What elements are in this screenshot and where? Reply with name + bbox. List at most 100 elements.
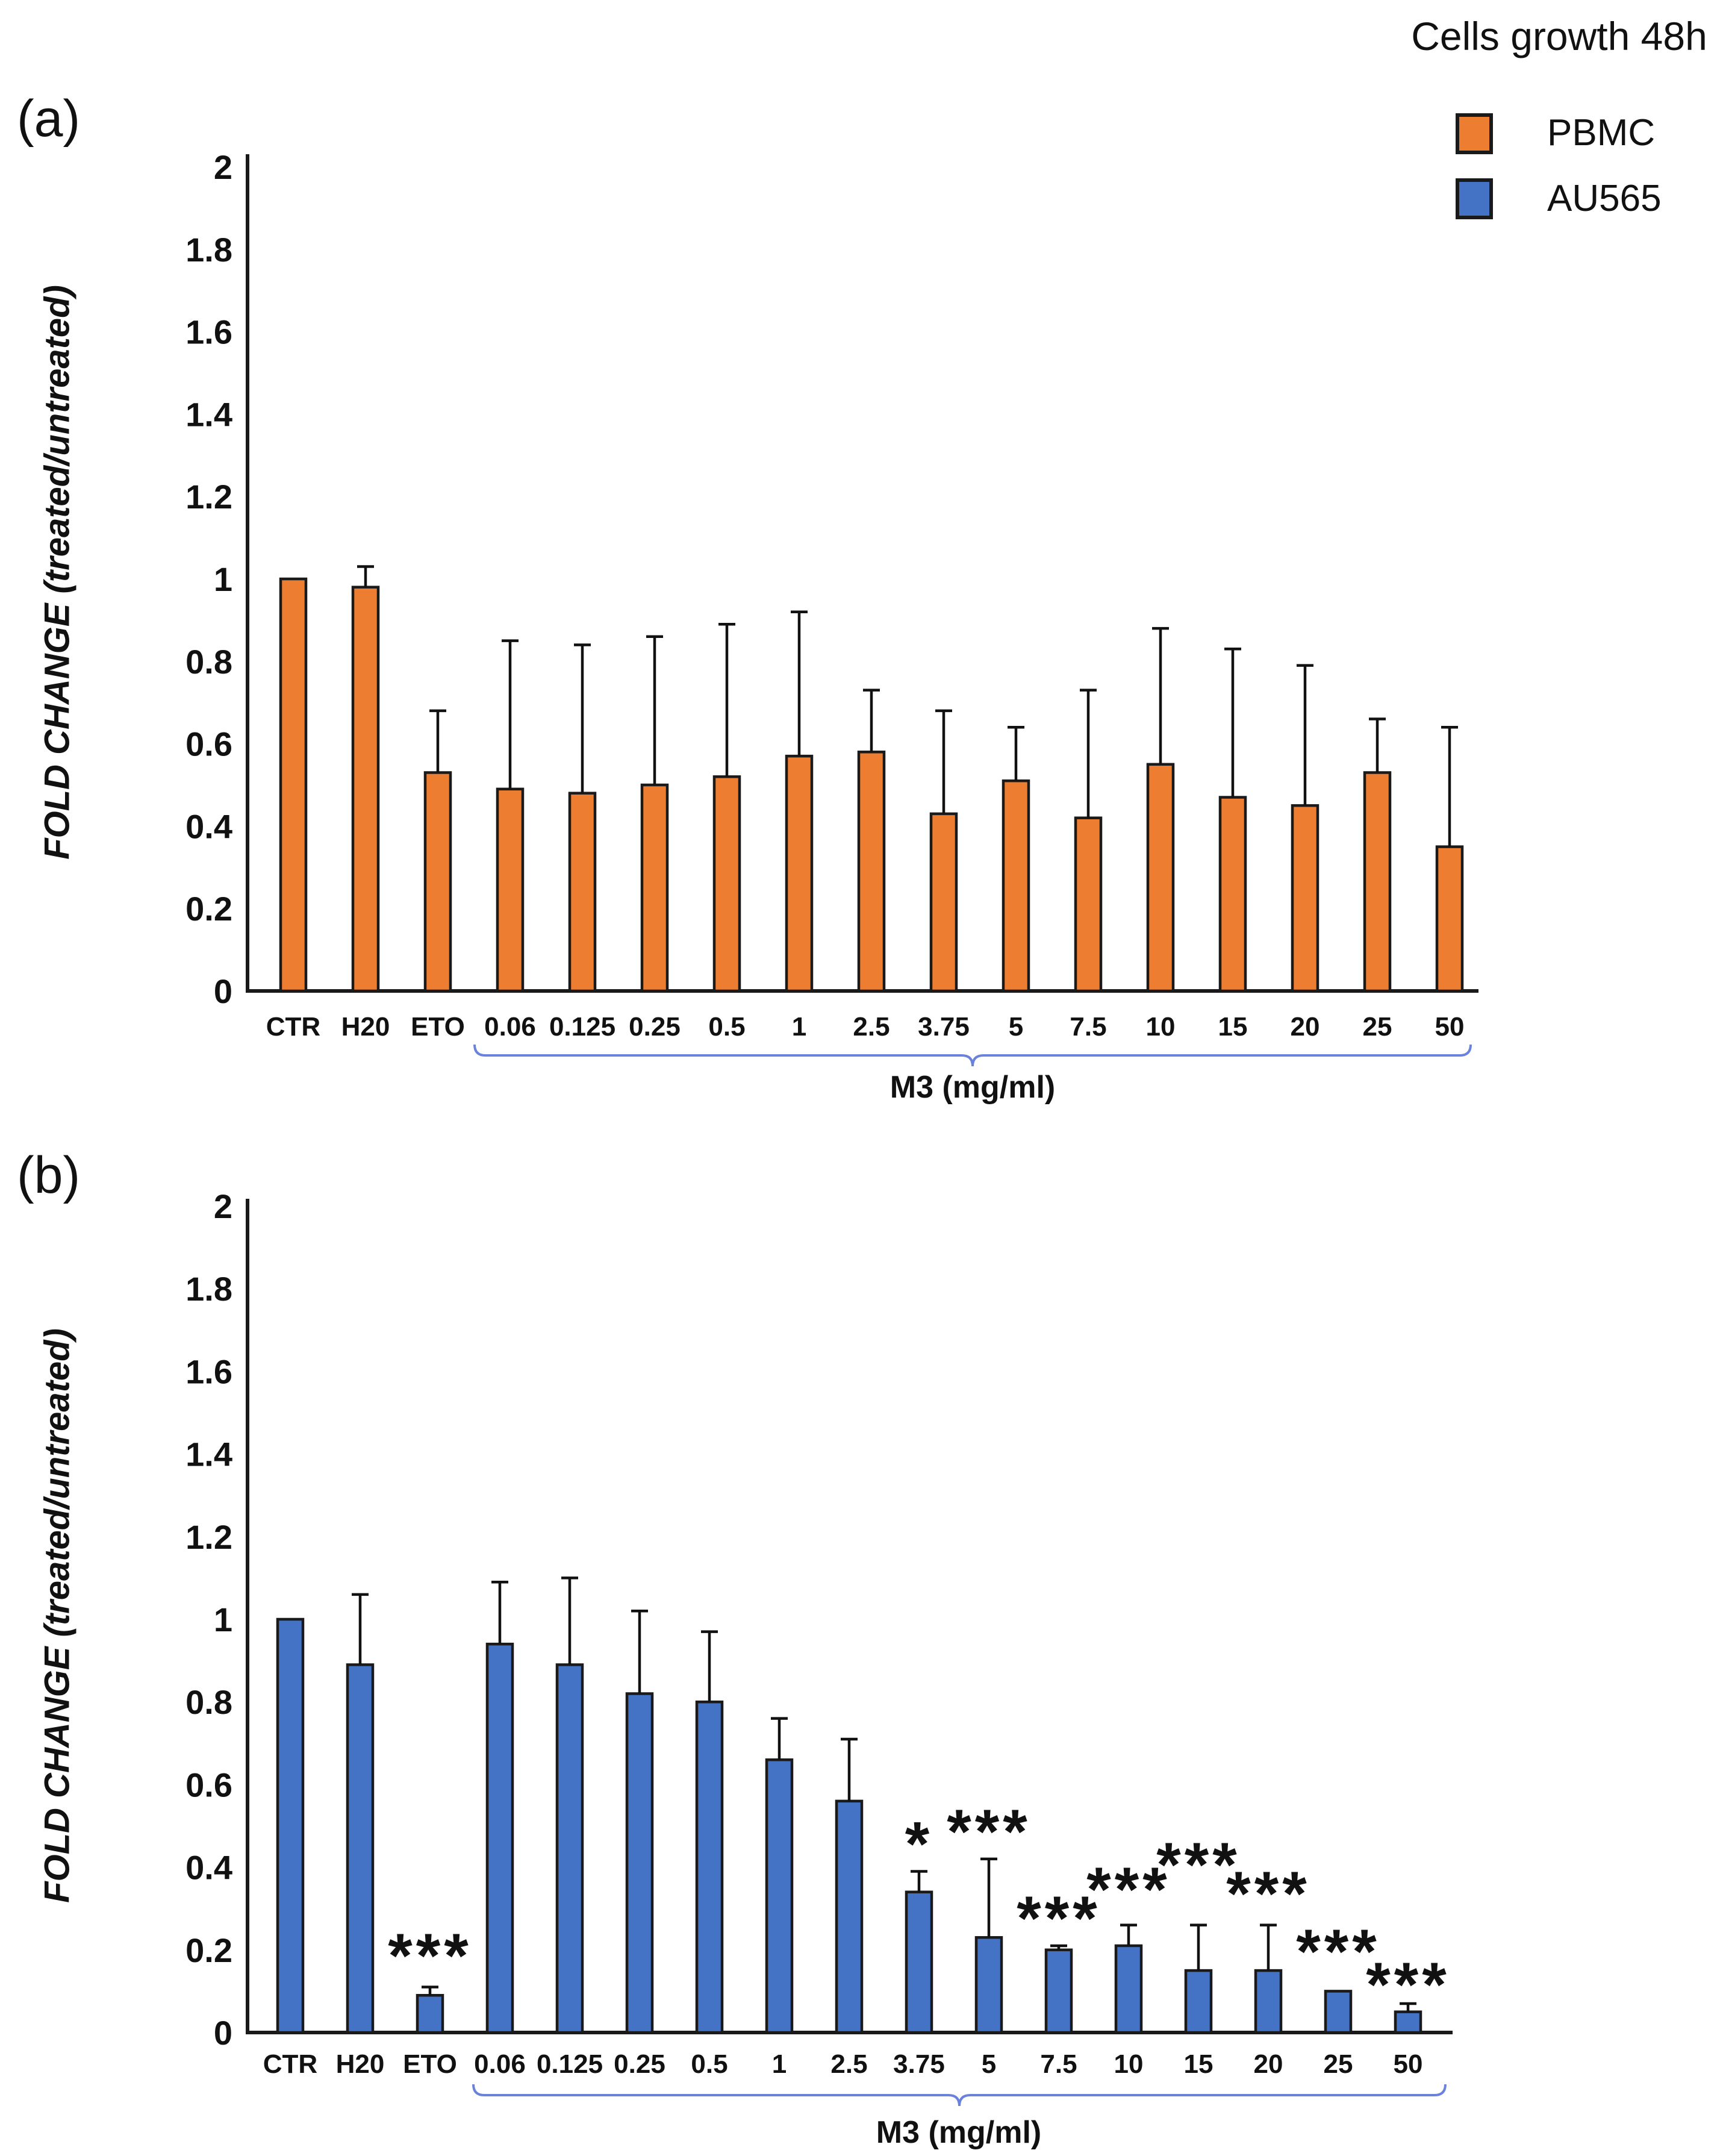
- panel-a-xlabel-0.125: 0.125: [549, 1012, 615, 1042]
- panel-b-significance-20: ***: [1226, 1859, 1310, 1929]
- panel-b-ytick-1.2: 1.2: [185, 1518, 232, 1556]
- panel-a-bar-50: [1435, 845, 1464, 993]
- panel-b-bar-3.75: [905, 1890, 933, 2034]
- panel-b-xlabel-2.5: 2.5: [830, 2049, 867, 2079]
- panel-b-significance-ETO: ***: [388, 1921, 472, 1991]
- panel-a-xlabel-20: 20: [1291, 1012, 1320, 1042]
- panel-b-ytick-0.6: 0.6: [185, 1766, 232, 1804]
- panel-b-significance-25: ***: [1296, 1917, 1380, 1987]
- panel-b-bar-2.5: [835, 1799, 864, 2034]
- panel-a-xlabel-0.25: 0.25: [629, 1012, 681, 1042]
- panel-b-group-bracket: [472, 2084, 1447, 2107]
- panel-b-group-label: M3 (mg/ml): [876, 2115, 1042, 2150]
- panel-b-bar-0.06: [485, 1642, 514, 2034]
- panel-a-group-bracket: [473, 1044, 1472, 1067]
- panel-b-bar-0.25: [625, 1692, 654, 2034]
- panel-a-xlabel-10: 10: [1146, 1012, 1176, 1042]
- panel-a-label: (a): [17, 90, 81, 148]
- panel-a-bar-CTR: [279, 577, 308, 993]
- panel-b-ytick-0: 0: [214, 2014, 232, 2052]
- panel-a-xlabel-5: 5: [1009, 1012, 1023, 1042]
- panel-b-bar-0.5: [695, 1700, 724, 2034]
- panel-b-significance-3.75: *: [905, 1810, 933, 1879]
- panel-a-xlabel-1: 1: [792, 1012, 806, 1042]
- panel-a-bar-15: [1218, 796, 1247, 993]
- panel-b-xlabel-0.25: 0.25: [614, 2049, 665, 2079]
- panel-b-xlabel-0.06: 0.06: [474, 2049, 526, 2079]
- panel-b-significance-7.5: ***: [1017, 1884, 1100, 1954]
- panel-a-bar-10: [1146, 763, 1175, 993]
- panel-b-ytick-2: 2: [214, 1187, 232, 1225]
- panel-b-ytick-1.4: 1.4: [185, 1436, 232, 1473]
- figure-title: Cells growth 48h: [1411, 14, 1707, 58]
- panel-b-xlabel-5: 5: [982, 2049, 996, 2079]
- panel-a-ytick-0: 0: [214, 972, 232, 1010]
- panel-b-significance-5: ***: [947, 1797, 1030, 1867]
- panel-a-axes: [246, 154, 1478, 993]
- panel-a-bar-0.5: [712, 775, 741, 993]
- panel-b-ytick-1.6: 1.6: [185, 1352, 232, 1390]
- panel-a-xlabel-7.5: 7.5: [1070, 1012, 1106, 1042]
- panel-b-bar-CTR: [276, 1617, 305, 2034]
- panel-b-xlabel-0.125: 0.125: [537, 2049, 603, 2079]
- panel-a-xlabel-25: 25: [1363, 1012, 1392, 1042]
- panel-a-ytick-1.6: 1.6: [185, 313, 232, 351]
- panel-a-xlabel-15: 15: [1218, 1012, 1248, 1042]
- legend-pbmc-label: PBMC: [1547, 112, 1656, 154]
- panel-b-xlabel-10: 10: [1114, 2049, 1144, 2079]
- panel-b-bar-0.125: [555, 1663, 584, 2034]
- panel-a-ytick-1.4: 1.4: [185, 395, 232, 433]
- legend-pbmc-swatch-icon: [1456, 113, 1493, 154]
- panel-a-xlabel-0.5: 0.5: [708, 1012, 745, 1042]
- panel-a-bar-2.5: [857, 751, 886, 993]
- panel-b-bar-H20: [346, 1663, 375, 2034]
- panel-b-bar-15: [1184, 1969, 1213, 2034]
- panel-a-xlabel-2.5: 2.5: [853, 1012, 889, 1042]
- panel-b-ytick-1.8: 1.8: [185, 1270, 232, 1308]
- panel-a-ytick-0.2: 0.2: [185, 890, 232, 928]
- panel-b-bar-25: [1324, 1990, 1353, 2034]
- panel-b-xlabel-0.5: 0.5: [691, 2049, 727, 2079]
- panel-b-significance-15: ***: [1156, 1830, 1240, 1900]
- panel-a-xlabel-3.75: 3.75: [918, 1012, 970, 1042]
- panel-a-bar-5: [1002, 779, 1030, 993]
- panel-a-ytick-1.8: 1.8: [185, 231, 232, 269]
- panel-a-bar-25: [1363, 771, 1392, 993]
- panel-b-xlabel-3.75: 3.75: [893, 2049, 945, 2079]
- panel-b-label: (b): [17, 1146, 81, 1204]
- panel-a-xlabel-0.06: 0.06: [484, 1012, 536, 1042]
- panel-a-ytick-0.6: 0.6: [185, 725, 232, 763]
- panel-a-ytick-0.8: 0.8: [185, 643, 232, 681]
- panel-b-xlabel-15: 15: [1184, 2049, 1213, 2079]
- panel-a-bar-20: [1291, 804, 1319, 993]
- panel-b-bar-5: [974, 1936, 1003, 2034]
- panel-b-bar-20: [1254, 1969, 1283, 2034]
- panel-a-xlabel-CTR: CTR: [266, 1012, 320, 1042]
- panel-a-bar-1: [785, 754, 814, 993]
- panel-b-xlabel-1: 1: [772, 2049, 787, 2079]
- panel-a-bar-ETO: [423, 771, 452, 993]
- panel-b-ytick-0.8: 0.8: [185, 1683, 232, 1721]
- panel-b-bar-7.5: [1044, 1948, 1073, 2034]
- panel-b-ytick-1: 1: [214, 1601, 232, 1639]
- panel-a-xlabel-ETO: ETO: [411, 1012, 465, 1042]
- panel-b-bar-ETO: [416, 1994, 444, 2034]
- panel-b-xlabel-CTR: CTR: [263, 2049, 317, 2079]
- panel-b-ytick-0.2: 0.2: [185, 1931, 232, 1969]
- panel-b-xlabel-ETO: ETO: [403, 2049, 457, 2079]
- panel-a-ytick-0.4: 0.4: [185, 807, 232, 845]
- panel-a-xlabel-H20: H20: [341, 1012, 390, 1042]
- panel-a-xlabel-50: 50: [1435, 1012, 1465, 1042]
- panel-b-ytick-0.4: 0.4: [185, 1849, 232, 1887]
- panel-a-ytick-1: 1: [214, 560, 232, 598]
- panel-a-y-axis-label: FOLD CHANGE (treated/untreated): [37, 285, 77, 860]
- panel-b-y-axis-label: FOLD CHANGE (treated/untreated): [37, 1328, 77, 1903]
- panel-b-significance-50: ***: [1366, 1950, 1450, 2020]
- panel-b-xlabel-H20: H20: [336, 2049, 385, 2079]
- panel-a-ytick-1.2: 1.2: [185, 478, 232, 516]
- panel-a-group-label: M3 (mg/ml): [889, 1070, 1056, 1105]
- panel-a-bar-3.75: [929, 812, 958, 993]
- panel-b-bar-1: [765, 1758, 794, 2034]
